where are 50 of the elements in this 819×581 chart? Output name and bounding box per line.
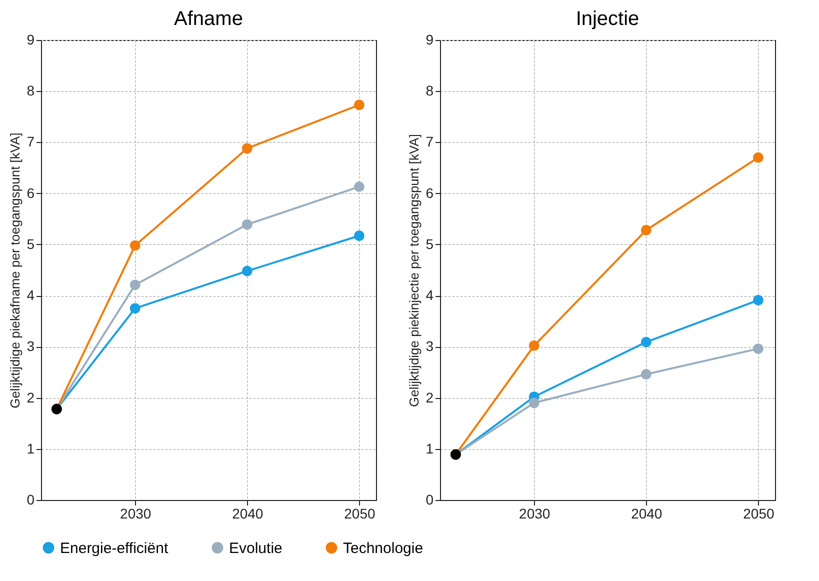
point xyxy=(528,340,540,351)
point xyxy=(752,294,764,306)
y-tick-label: 5 xyxy=(26,236,35,252)
point xyxy=(354,100,364,110)
y-tick-label: 9 xyxy=(426,32,434,48)
y-tick-label: 5 xyxy=(426,236,434,252)
y-tick-label: 1 xyxy=(426,440,434,456)
chart-title: Injectie xyxy=(576,8,640,30)
x-tick-label: 2030 xyxy=(519,506,550,522)
point xyxy=(640,336,652,348)
legend-label: Evolutie xyxy=(229,540,282,557)
y-tick-label: 0 xyxy=(426,492,434,508)
y-tick-label: 6 xyxy=(26,184,35,201)
point xyxy=(242,266,252,276)
point xyxy=(130,303,140,314)
point xyxy=(752,152,764,163)
y-tick-label: 8 xyxy=(26,82,35,99)
y-tick-label: 3 xyxy=(26,338,35,354)
y-tick-label: 6 xyxy=(426,184,434,201)
y-tick-label: 4 xyxy=(426,287,434,304)
point xyxy=(242,143,252,154)
x-tick-label: 2050 xyxy=(743,506,774,522)
point xyxy=(242,219,252,230)
y-tick-label: 7 xyxy=(426,134,434,150)
chart-title: Afname xyxy=(174,8,243,30)
y-axis-title: Gelijktijdige piekafname per toegangspunt [kVA] xyxy=(8,132,23,408)
x-tick-label: 2040 xyxy=(232,506,264,522)
point xyxy=(354,230,364,241)
y-tick-label: 4 xyxy=(26,287,35,304)
y-tick-label: 3 xyxy=(426,338,434,354)
y-tick-label: 8 xyxy=(426,82,434,99)
point xyxy=(528,398,540,408)
x-tick-label: 2040 xyxy=(631,506,662,522)
point xyxy=(640,369,652,380)
y-tick-label: 2 xyxy=(426,389,434,406)
point xyxy=(130,280,140,290)
y-tick-label: 7 xyxy=(26,134,35,150)
point xyxy=(130,240,140,251)
point xyxy=(354,181,364,192)
legend-label: Energie-efficiënt xyxy=(60,540,169,557)
y-tick-label: 9 xyxy=(26,32,35,48)
y-tick-label: 2 xyxy=(26,389,35,406)
y-tick-label: 0 xyxy=(26,492,35,508)
legend-label: Technologie xyxy=(343,540,424,557)
x-tick-label: 2050 xyxy=(344,506,376,522)
point xyxy=(640,224,652,236)
y-tick-label: 1 xyxy=(26,440,35,456)
point xyxy=(752,343,764,354)
y-axis-title: Gelijktijdige piekinjectie per toegangspunt [kVA] xyxy=(406,134,422,407)
x-tick-label: 2030 xyxy=(120,506,152,522)
